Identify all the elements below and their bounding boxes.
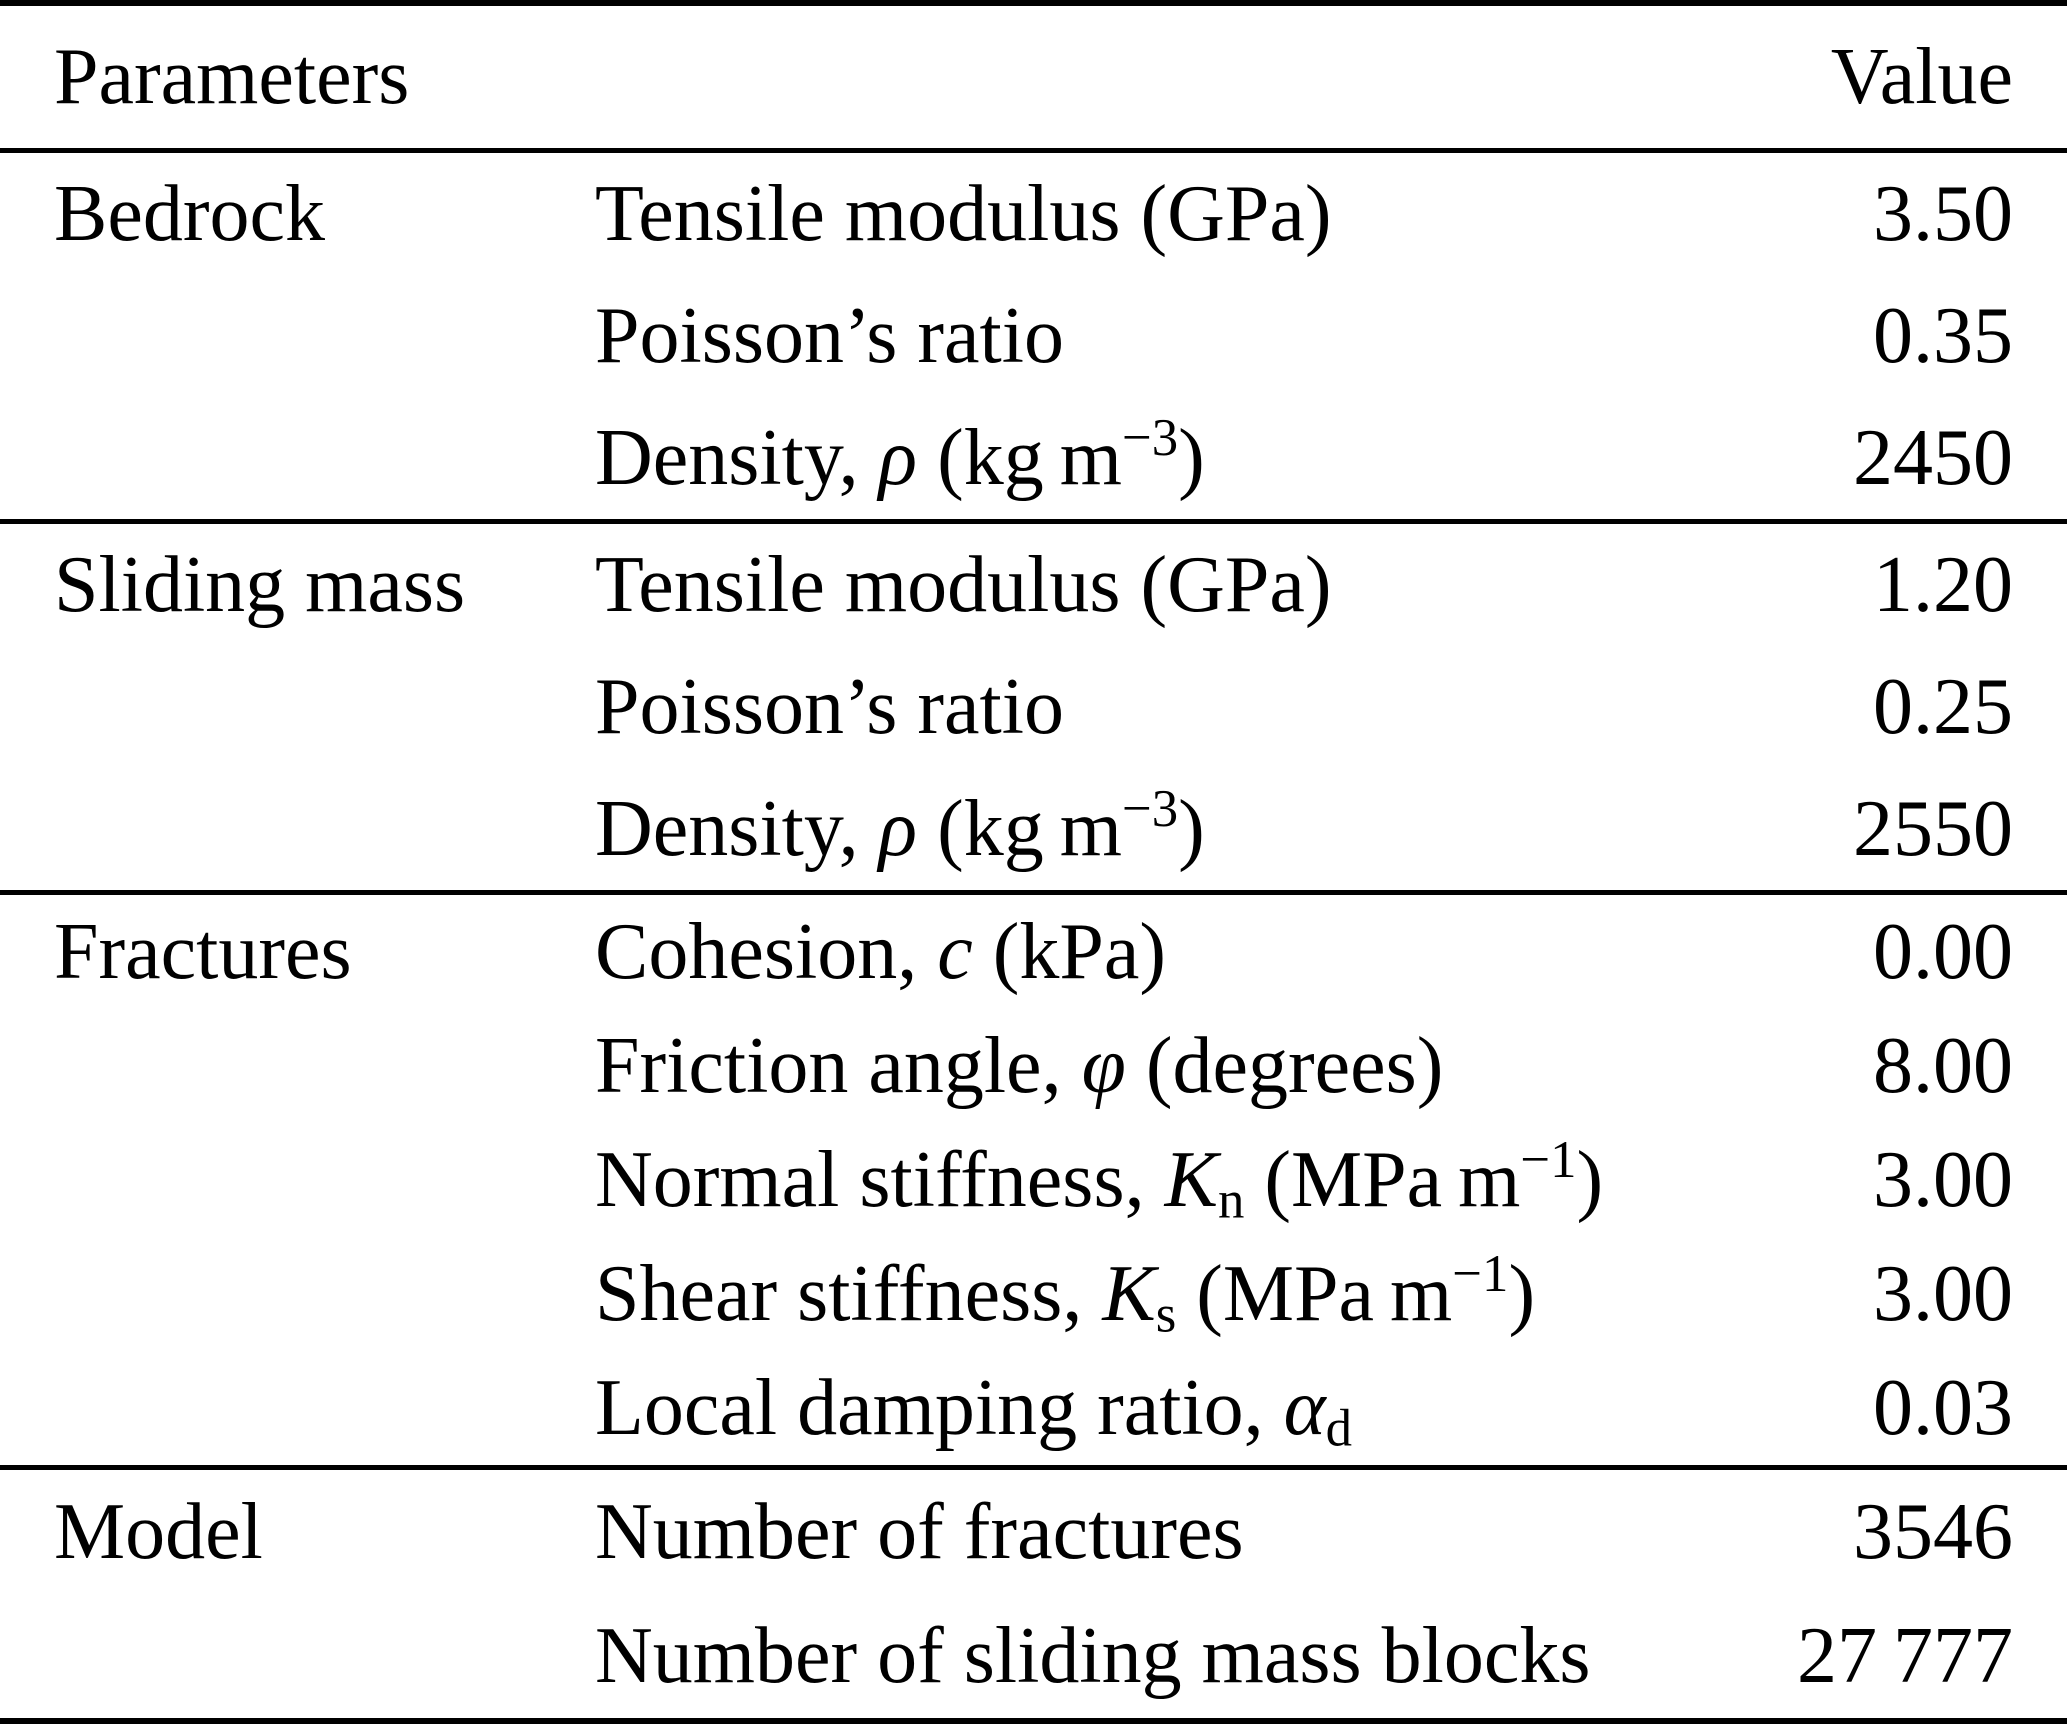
param-text-pre: Density, <box>595 784 879 873</box>
table-row: Normal stiffness, Kn (MPa m−1) 3.00 <box>0 1123 2067 1237</box>
value-cell: 27 777 <box>1796 1611 2013 1700</box>
param-cell: Local damping ratio, αd <box>595 1363 1773 1458</box>
param-text-pre: Cohesion, <box>595 907 938 996</box>
value-cell: 0.35 <box>1873 291 2013 380</box>
value-cell: 3.00 <box>1873 1135 2013 1224</box>
group-cell: Sliding mass <box>54 540 466 629</box>
table-row: Shear stiffness, Ks (MPa m−1) 3.00 <box>0 1237 2067 1351</box>
header-parameters-label: Parameters <box>54 32 410 121</box>
param-superscript: −1 <box>1520 1130 1577 1189</box>
param-cell: Poisson’s ratio <box>595 291 1773 382</box>
param-symbol: ρ <box>878 413 918 502</box>
table-row: Sliding mass Tensile modulus (GPa) 1.20 <box>0 524 2067 646</box>
group-cell: Fractures <box>54 907 352 996</box>
table-bottom-rule <box>0 1718 2067 1724</box>
value-cell: 2450 <box>1853 413 2013 502</box>
param-text-pre: Shear stiffness, <box>595 1249 1103 1338</box>
table-row: Number of sliding mass blocks 27 777 <box>0 1594 2067 1718</box>
param-unit: (MPa m <box>1244 1135 1521 1224</box>
param-symbol: ρ <box>878 784 918 873</box>
section-divider-rule <box>0 890 2067 895</box>
table-row: Density, ρ (kg m−3) 2550 <box>0 768 2067 890</box>
section-bedrock: Bedrock Tensile modulus (GPa) 3.50 Poiss… <box>0 153 2067 519</box>
value-cell: 3.50 <box>1873 169 2013 258</box>
table-header: Parameters Value <box>0 6 2067 148</box>
param-symbol: K <box>1164 1135 1218 1224</box>
param-text-post: ) <box>1576 1135 1604 1224</box>
param-cell: Tensile modulus (GPa) <box>595 540 1773 631</box>
param-subscript: n <box>1217 1171 1245 1230</box>
param-cell: Cohesion, c (kPa) <box>595 907 1773 998</box>
header-value-label: Value <box>1830 32 2013 121</box>
param-cell: Poisson’s ratio <box>595 662 1773 753</box>
value-cell: 2550 <box>1853 784 2013 873</box>
value-cell: 0.25 <box>1873 662 2013 751</box>
value-cell: 3.00 <box>1873 1249 2013 1338</box>
param-symbol: K <box>1102 1249 1156 1338</box>
table-top-rule <box>0 0 2067 6</box>
table-row: Model Number of fractures 3546 <box>0 1470 2067 1594</box>
table-row: Density, ρ (kg m−3) 2450 <box>0 397 2067 519</box>
param-text-pre: Number of fractures <box>595 1487 1244 1576</box>
param-symbol: φ <box>1081 1021 1126 1110</box>
param-unit: (kg m <box>917 784 1122 873</box>
section-divider-rule <box>0 1465 2067 1470</box>
value-cell: 3546 <box>1853 1487 2013 1576</box>
table-row: Poisson’s ratio 0.25 <box>0 646 2067 768</box>
value-cell: 1.20 <box>1873 540 2013 629</box>
param-symbol: c <box>937 907 973 996</box>
param-text-post: ) <box>1508 1249 1536 1338</box>
param-text-post: ) <box>1178 413 1205 502</box>
param-unit: (degrees) <box>1125 1021 1444 1110</box>
param-text-pre: Poisson’s ratio <box>595 291 1064 380</box>
value-cell: 0.00 <box>1873 907 2013 996</box>
param-unit: (MPa m <box>1176 1249 1453 1338</box>
param-subscript: d <box>1325 1399 1353 1458</box>
param-cell: Tensile modulus (GPa) <box>595 169 1773 260</box>
section-divider-rule <box>0 519 2067 524</box>
param-cell: Number of fractures <box>595 1487 1773 1578</box>
param-text-pre: Tensile modulus (GPa) <box>595 169 1332 258</box>
param-unit: (kg m <box>917 413 1122 502</box>
param-text-pre: Density, <box>595 413 879 502</box>
param-cell: Density, ρ (kg m−3) <box>595 411 1773 504</box>
param-superscript: −1 <box>1452 1244 1509 1303</box>
param-cell: Number of sliding mass blocks <box>595 1611 1773 1702</box>
param-symbol: α <box>1283 1363 1326 1452</box>
value-cell: 8.00 <box>1873 1021 2013 1110</box>
param-text-pre: Friction angle, <box>595 1021 1082 1110</box>
param-text-pre: Normal stiffness, <box>595 1135 1165 1224</box>
section-fractures: Fractures Cohesion, c (kPa) 0.00 Frictio… <box>0 895 2067 1465</box>
section-model: Model Number of fractures 3546 Number of… <box>0 1470 2067 1718</box>
param-superscript: −3 <box>1121 779 1179 838</box>
param-unit: (kPa) <box>972 907 1167 996</box>
value-cell: 0.03 <box>1873 1363 2013 1452</box>
table-row: Friction angle, φ (degrees) 8.00 <box>0 1009 2067 1123</box>
section-sliding-mass: Sliding mass Tensile modulus (GPa) 1.20 … <box>0 524 2067 890</box>
param-subscript: s <box>1155 1285 1177 1344</box>
param-cell: Friction angle, φ (degrees) <box>595 1021 1773 1112</box>
table-row: Fractures Cohesion, c (kPa) 0.00 <box>0 895 2067 1009</box>
param-text-pre: Local damping ratio, <box>595 1363 1284 1452</box>
param-cell: Density, ρ (kg m−3) <box>595 782 1773 875</box>
table-row: Poisson’s ratio 0.35 <box>0 275 2067 397</box>
param-superscript: −3 <box>1121 408 1179 467</box>
group-cell: Bedrock <box>54 169 326 258</box>
header-divider-rule <box>0 148 2067 153</box>
param-cell: Normal stiffness, Kn (MPa m−1) <box>595 1133 1773 1230</box>
param-text-post: ) <box>1178 784 1205 873</box>
table-row: Local damping ratio, αd 0.03 <box>0 1351 2067 1465</box>
header-row: Parameters Value <box>0 6 2067 148</box>
param-cell: Shear stiffness, Ks (MPa m−1) <box>595 1247 1773 1344</box>
group-cell: Model <box>54 1487 263 1576</box>
param-text-pre: Poisson’s ratio <box>595 662 1064 751</box>
param-text-pre: Tensile modulus (GPa) <box>595 540 1332 629</box>
param-text-pre: Number of sliding mass blocks <box>595 1611 1591 1700</box>
table-row: Bedrock Tensile modulus (GPa) 3.50 <box>0 153 2067 275</box>
